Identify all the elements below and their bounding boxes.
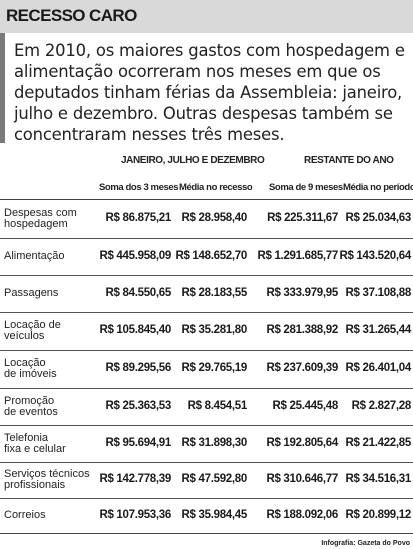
table-cell: R$ 35.984,45 <box>181 508 248 521</box>
table-row: Telefonia fixa e celular R$ 95.694,91 R$ 31… <box>0 425 413 462</box>
row-label-line: fixa e celular <box>4 442 66 455</box>
row-label: Locação de veículos <box>4 320 61 342</box>
row-label-line: de eventos <box>4 405 58 418</box>
row-label: Despesas com hospedagem <box>4 208 77 230</box>
table-cell: R$ 1.291.685,77 <box>257 249 338 262</box>
table-row: Correios R$ 107.953,36 R$ 35.984,45 R$ 188.… <box>0 498 413 533</box>
table-cell: R$ 34.516,31 <box>345 473 412 485</box>
row-divider <box>0 238 413 239</box>
table-cell: R$ 28.183,55 <box>181 286 248 299</box>
row-label-line: hospedagem <box>4 218 68 230</box>
column-header-avg-recess: Média no recesso <box>179 182 253 193</box>
page-title: RECESSO CARO <box>6 6 137 25</box>
table-cell: R$ 25.445,48 <box>272 399 339 412</box>
table-cell: R$ 37.108,88 <box>345 286 412 299</box>
row-divider <box>0 498 413 499</box>
table-cell: R$ 35.281,80 <box>181 324 248 336</box>
header-divider <box>0 199 413 200</box>
table-row: Alimentação R$ 445.958,09 R$ 148.652,70 R$ … <box>0 238 413 275</box>
row-divider <box>0 388 413 389</box>
row-label-line: profissionais <box>4 479 66 491</box>
row-label-line: Alimentação <box>4 249 65 262</box>
row-label-line: Despesas com <box>4 207 77 219</box>
row-label: Passagens <box>4 286 59 299</box>
table-bottom-divider <box>0 533 413 534</box>
table-cell: R$ 29.765,19 <box>181 362 248 374</box>
table-cell: R$ 47.592,80 <box>181 473 248 485</box>
row-label: Telefonia fixa e celular <box>4 431 66 455</box>
row-label-line: Telefonia <box>4 431 49 444</box>
accent-bar <box>0 33 5 143</box>
row-label: Locação de imóveis <box>4 358 57 380</box>
column-header-sum-9-months: Soma de 9 meses <box>269 182 343 193</box>
column-header-avg-period: Média no período <box>343 182 413 193</box>
table-cell: R$ 445.958,09 <box>99 249 171 262</box>
group-header-rest-of-year: RESTANTE DO ANO <box>304 155 394 166</box>
row-label-line: veículos <box>4 330 45 342</box>
table-cell: R$ 188.092,06 <box>266 508 338 521</box>
table-cell: R$ 25.034,63 <box>345 212 412 224</box>
row-label: Correios <box>4 508 46 521</box>
table-row: Passagens R$ 84.550,65 R$ 28.183,55 R$ 333.… <box>0 275 413 312</box>
table-row: Promoção de eventos R$ 25.363,53 R$ 8.454,5… <box>0 388 413 425</box>
table-cell: R$ 107.953,36 <box>99 508 171 521</box>
table-row: Locação de imóveis R$ 89.295,56 R$ 29.765,1… <box>0 350 413 388</box>
row-label-line: Promoção <box>4 394 55 407</box>
table-cell: R$ 142.778,39 <box>99 473 171 485</box>
row-label: Alimentação <box>4 249 65 262</box>
table-cell: R$ 86.875,21 <box>105 212 172 224</box>
table-cell: R$ 148.652,70 <box>175 249 247 262</box>
table-cell: R$ 8.454,51 <box>187 399 248 412</box>
table-cell: R$ 95.694,91 <box>105 436 172 449</box>
row-label-line: Passagens <box>4 286 59 299</box>
row-label-line: Locação de <box>4 319 61 331</box>
table-cell: R$ 84.550,65 <box>105 286 172 299</box>
table-cell: R$ 105.845,40 <box>99 324 171 336</box>
row-label-line: Correios <box>4 508 46 521</box>
table-row: Despesas com hospedagem R$ 86.875,21 R$ 28.… <box>0 200 413 238</box>
table-cell: R$ 25.363,53 <box>105 399 172 412</box>
table-cell: R$ 20.899,12 <box>345 508 412 521</box>
row-label-line: de imóveis <box>4 368 57 380</box>
row-label-line: Locação <box>4 357 46 369</box>
row-label: Promoção de eventos <box>4 394 58 418</box>
group-header-recess: JANEIRO, JULHO E DEZEMBRO <box>121 155 265 166</box>
intro-text: Em 2010, os maiores gastos com hospedage… <box>14 41 405 144</box>
row-divider <box>0 350 413 351</box>
row-divider <box>0 275 413 276</box>
table-cell: R$ 310.646,77 <box>266 473 338 485</box>
table-cell: R$ 2.827,28 <box>351 399 412 412</box>
table-cell: R$ 281.388,92 <box>266 324 338 336</box>
table-cell: R$ 26.401,04 <box>345 362 412 374</box>
table-cell: R$ 31.265,44 <box>345 324 412 336</box>
table-cell: R$ 225.311,67 <box>267 212 338 224</box>
table-cell: R$ 333.979,95 <box>266 286 338 299</box>
row-divider <box>0 462 413 463</box>
table-cell: R$ 143.520,64 <box>339 249 411 262</box>
table-row: Serviços técnicos profissionais R$ 142.778… <box>0 462 413 498</box>
row-divider <box>0 425 413 426</box>
table-row: Locação de veículos R$ 105.845,40 R$ 35.281… <box>0 312 413 350</box>
column-header-sum-3-months: Soma dos 3 meses <box>99 182 179 193</box>
title-bar: RECESSO CARO <box>0 0 413 33</box>
row-divider <box>0 312 413 313</box>
row-label: Serviços técnicos profissionais <box>4 469 90 491</box>
table-cell: R$ 89.295,56 <box>105 362 172 374</box>
table-cell: R$ 31.898,30 <box>181 436 248 449</box>
table-cell: R$ 237.609,39 <box>266 362 338 374</box>
table-cell: R$ 192.805,64 <box>266 436 338 449</box>
row-label-line: Serviços técnicos <box>4 468 90 480</box>
table-cell: R$ 28.958,40 <box>181 212 248 224</box>
table-cell: R$ 21.422,85 <box>345 436 412 449</box>
credit: Infografia: Gazeta do Povo <box>321 540 410 547</box>
